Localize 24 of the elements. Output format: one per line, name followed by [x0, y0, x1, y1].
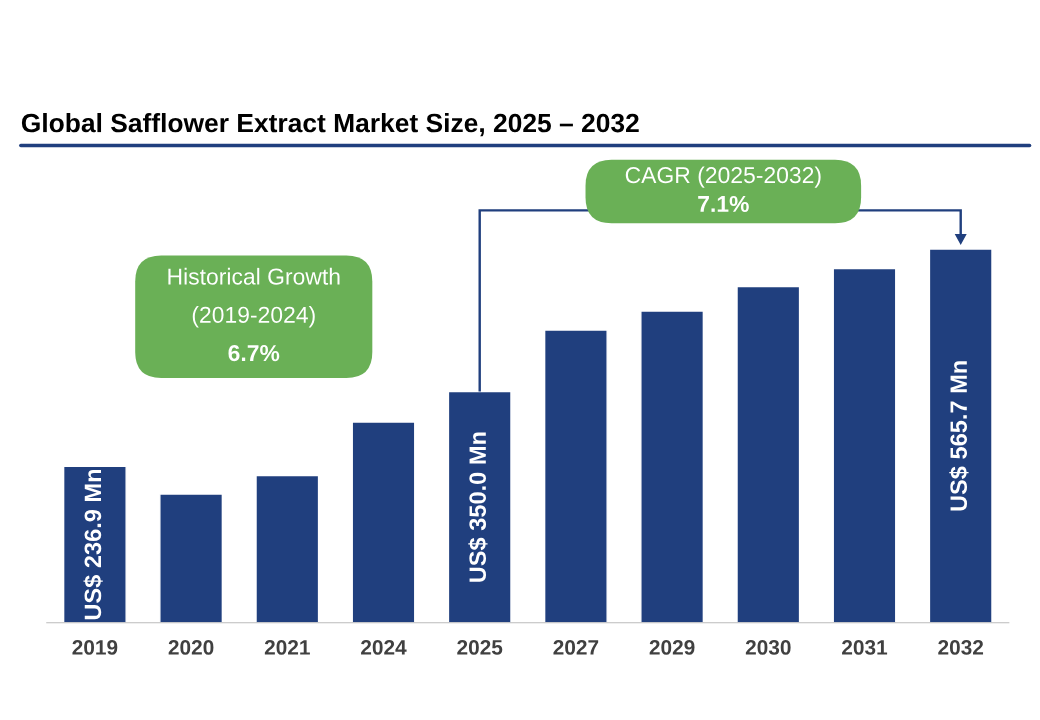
x-tick-label: 2020 [168, 640, 214, 655]
x-tick-label: 2030 [745, 640, 791, 655]
x-tick-label: 2025 [457, 640, 503, 655]
x-tick-label: 2027 [553, 640, 599, 655]
data-label: US$ 350.0 Mn [468, 432, 488, 582]
bar [159, 493, 224, 623]
data-label: US$ 565.7 Mn [949, 361, 969, 511]
x-tick-label: 2021 [264, 640, 310, 655]
x-tick-label: 2024 [361, 640, 407, 655]
bar [928, 248, 993, 623]
x-tick-label: 2031 [842, 640, 888, 655]
data-label: US$ 236.9 Mn [83, 469, 103, 620]
annotation: Historical Growth (2019-2024) 6.7% [168, 267, 340, 362]
bar [640, 310, 705, 623]
bar [255, 474, 320, 623]
chart-title: Global Safflower Extract Market Size, 2025 – 2032 [21, 112, 639, 137]
bar [543, 329, 608, 623]
bar [736, 285, 801, 623]
x-tick-label: 2019 [72, 640, 118, 655]
x-tick-label: 2029 [649, 640, 695, 655]
bar [351, 421, 416, 623]
bar [832, 267, 897, 623]
text: CAGR (2025-2032) 7.1% [625, 166, 821, 213]
x-tick-label: 2032 [938, 640, 984, 655]
